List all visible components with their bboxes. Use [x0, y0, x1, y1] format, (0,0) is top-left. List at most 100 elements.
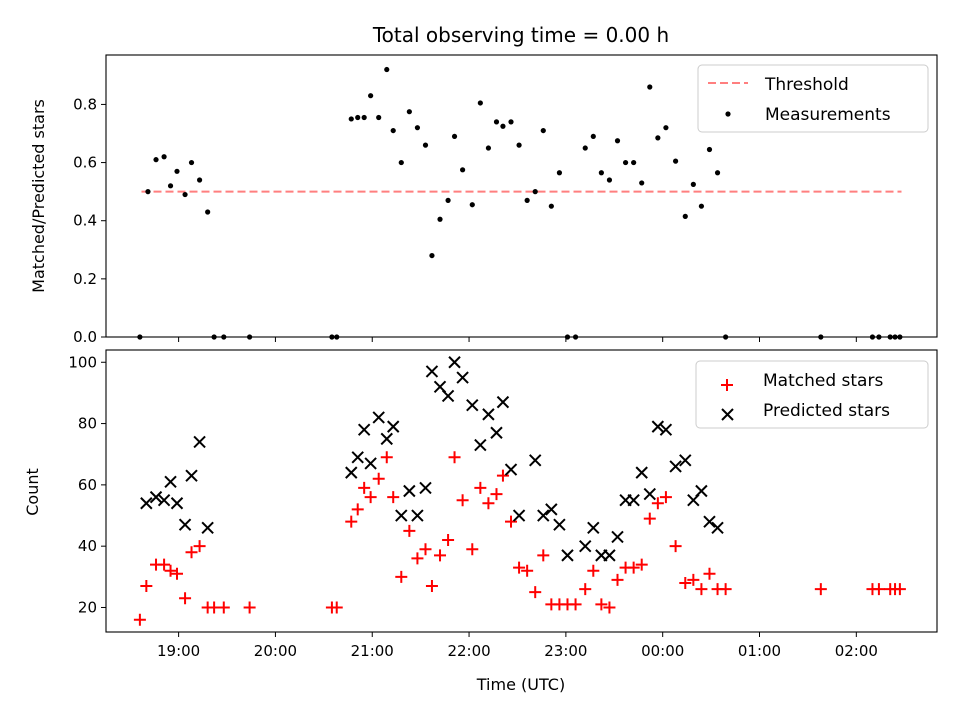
predicted-star-point [603, 549, 616, 562]
predicted-star-point [170, 497, 184, 510]
measurement-point [540, 127, 546, 134]
predicted-star-point [627, 493, 640, 507]
top-y-axis-label: Matched/Predicted stars [29, 99, 48, 293]
measurement-point [548, 203, 554, 209]
matched-star-point [140, 580, 153, 593]
bottom-y-ticks: 20 40 60 80 100 [68, 353, 106, 616]
measurement-point [500, 123, 506, 129]
top-y-tick-label: 0.8 [73, 95, 97, 113]
matched-star-point [133, 613, 146, 626]
bottom-axes-frame [105, 349, 938, 633]
predicted-star-point [411, 509, 424, 522]
matched-star-point [529, 586, 542, 599]
predicted-star-point [474, 438, 487, 452]
measurement-point [598, 170, 604, 176]
matched-star-point [330, 601, 343, 614]
predicted-star-point [537, 509, 550, 522]
matched-star-point [403, 524, 416, 537]
x-tick-label: 23:00 [544, 642, 587, 660]
measurement-point [174, 168, 180, 174]
matched-star-point [372, 472, 385, 485]
matched-star-point [170, 567, 183, 580]
top-legend-box [697, 64, 929, 133]
matched-star-point [537, 549, 550, 562]
matched-star-point [579, 583, 592, 596]
predicted-star-point [635, 466, 648, 479]
legend-matched-swatch [721, 379, 733, 391]
predicted-star-point [669, 460, 682, 473]
predicted-star-point [587, 521, 600, 534]
measurement-point [485, 145, 492, 151]
top-plot-area [137, 66, 903, 340]
x-tick-label: 19:00 [157, 642, 200, 660]
measurement-point [376, 114, 382, 121]
predicted-star-point [529, 454, 542, 467]
top-axes-frame [105, 54, 938, 338]
predicted-star-point [482, 408, 495, 421]
measurement-point [368, 93, 374, 99]
predicted-star-point [395, 509, 408, 522]
measurement-point [622, 159, 629, 166]
legend-predicted-swatch [721, 408, 734, 421]
predicted-star-point [466, 398, 479, 412]
measurement-point [672, 158, 679, 164]
legend-measurements-label: Measurements [765, 105, 891, 125]
predicted-star-point [703, 515, 716, 528]
measurement-point [698, 203, 705, 209]
measurement-point [714, 170, 721, 176]
measurement-point [414, 125, 421, 131]
predicted-star-point [149, 490, 163, 504]
measurement-point [355, 114, 361, 121]
matched-star-point [185, 546, 198, 559]
predicted-star-point [351, 451, 364, 464]
top-y-tick-label: 0.2 [73, 270, 97, 288]
measurement-point [429, 252, 435, 259]
predicted-star-point [512, 509, 526, 522]
bottom-y-axis-label: Count [23, 468, 42, 516]
matched-star-point [217, 601, 230, 614]
predicted-star-point [711, 521, 724, 534]
predicted-star-point [448, 356, 461, 369]
matched-star-point [164, 564, 177, 577]
bottom-x-ticks: 19:00 20:00 21:00 22:00 23:00 00:00 01:00 02:00 [157, 632, 878, 660]
measurement-point [153, 157, 159, 163]
x-axis-label: Time (UTC) [476, 675, 565, 694]
bottom-y-tick-label: 80 [78, 415, 97, 433]
matched-star-point [496, 469, 509, 482]
bottom-y-tick-label: 60 [78, 476, 97, 494]
matched-star-point [893, 583, 906, 596]
matched-star-point [466, 543, 479, 556]
measurement-point [614, 138, 621, 144]
x-tick-label: 01:00 [738, 642, 781, 660]
matched-star-point [419, 543, 432, 556]
measurement-point [469, 202, 475, 208]
matched-star-point [651, 497, 664, 510]
predicted-star-point [490, 426, 503, 439]
matched-star-point [490, 488, 503, 501]
predicted-star-point [659, 423, 673, 436]
measurement-point [182, 191, 188, 198]
measurement-point [647, 84, 653, 90]
measurement-point [188, 159, 195, 166]
predicted-star-point [553, 518, 566, 531]
matched-star-point [411, 552, 424, 565]
predicted-star-point [425, 365, 439, 378]
measurement-point [631, 159, 637, 166]
measurement-point [663, 125, 669, 131]
matched-star-point [387, 491, 400, 504]
predicted-star-point [611, 530, 624, 544]
measurement-point [655, 135, 661, 141]
bottom-legend: Matched stars Predicted stars [695, 360, 929, 429]
bottom-legend-box [695, 360, 929, 429]
predicted-star-point [364, 457, 377, 470]
measurement-point [161, 154, 167, 160]
chart-title: Total observing time = 0.00 h [372, 23, 669, 47]
legend-measurements-swatch [725, 111, 731, 117]
predicted-star-point [504, 463, 518, 476]
matched-star-point [872, 583, 885, 596]
matched-star-point [814, 583, 827, 596]
measurement-point [460, 167, 466, 173]
measurement-point [690, 181, 696, 187]
top-y-tick-label: 0.4 [73, 212, 97, 230]
measurement-point [706, 146, 713, 153]
